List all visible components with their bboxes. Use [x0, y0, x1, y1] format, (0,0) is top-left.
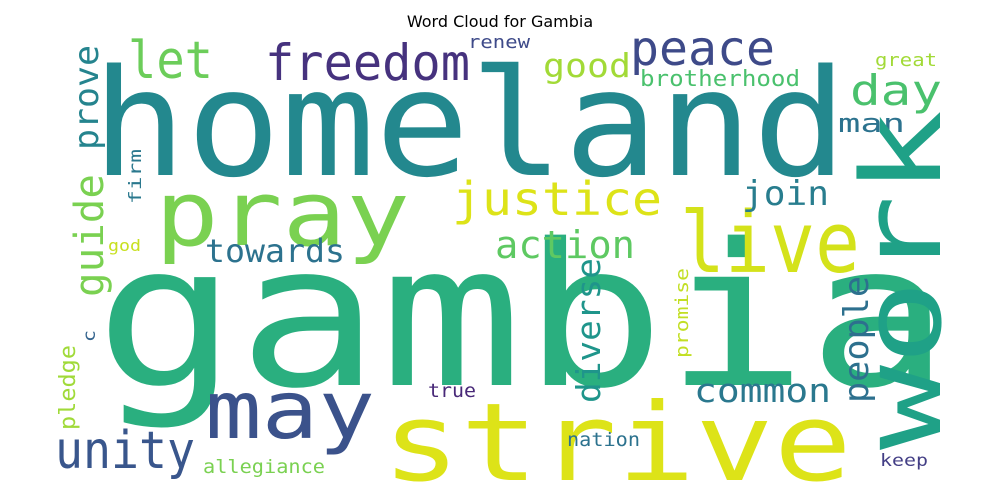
word-work: work — [838, 110, 966, 450]
word-gambia: gambia — [95, 201, 950, 432]
word-may: may — [205, 364, 375, 457]
word-god: god — [108, 236, 141, 255]
word-strive: strive — [382, 381, 852, 500]
word-keep: keep — [880, 451, 928, 471]
word-towards: towards — [205, 232, 345, 270]
word-peace: peace — [630, 21, 775, 77]
word-day: day — [850, 66, 942, 115]
word-guide: guide — [67, 174, 113, 297]
word-diverse: diverse — [569, 258, 608, 403]
word-firm: firm — [126, 149, 146, 204]
word-nation: nation — [567, 429, 640, 451]
word-common: common — [694, 371, 831, 410]
word-let: let — [128, 31, 213, 91]
word-freedom: freedom — [265, 34, 470, 92]
word-justice: justice — [452, 172, 662, 226]
word-true: true — [428, 380, 476, 402]
word-promise: promise — [672, 268, 693, 358]
word-unity: unity — [55, 421, 195, 481]
word-brotherhood: brotherhood — [640, 67, 800, 92]
word-prove: prove — [67, 45, 107, 150]
word-good: good — [543, 46, 631, 85]
word-allegiance: allegiance — [203, 456, 325, 478]
word-join: join — [742, 174, 829, 214]
word-man: man — [838, 109, 905, 139]
word-c: c — [80, 330, 100, 342]
word-action: action — [495, 223, 635, 267]
word-renew: renew — [468, 32, 530, 53]
word-pledge: pledge — [56, 345, 81, 430]
word-people: people — [837, 276, 877, 403]
word-homeland: homeland — [92, 38, 847, 210]
word-great: great — [875, 50, 937, 71]
figure-title: Word Cloud for Gambia — [406, 12, 594, 31]
word-pray: pray — [155, 162, 410, 267]
word-live: live — [680, 194, 860, 293]
